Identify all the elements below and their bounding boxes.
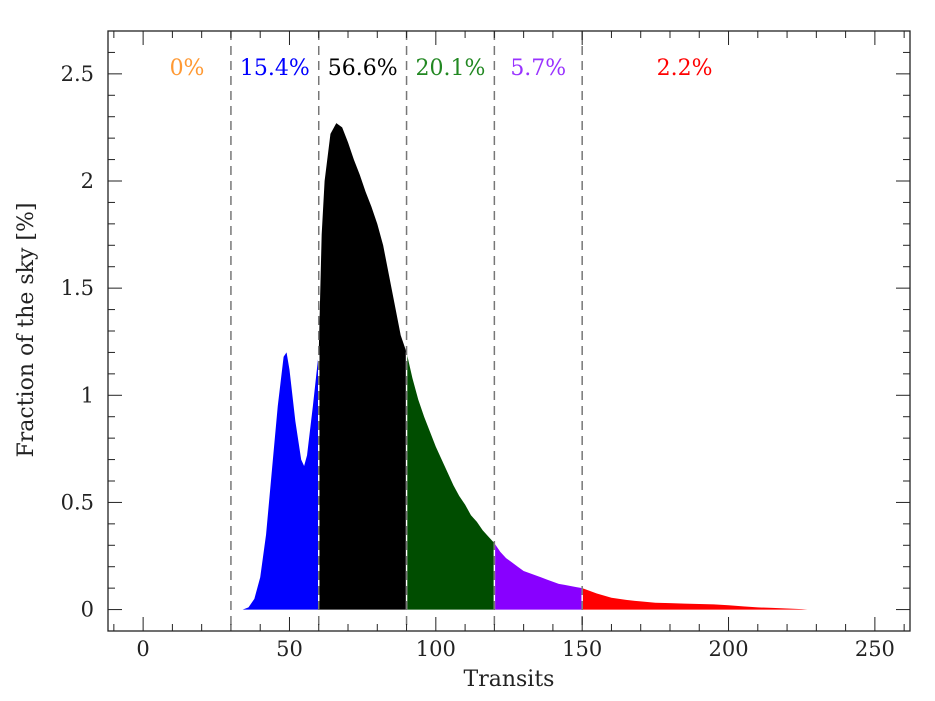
bin-label-2: 56.6%	[328, 56, 398, 81]
area-bin-3	[406, 352, 495, 610]
bin-label-0: 0%	[170, 56, 205, 81]
y-tick-label: 0	[81, 598, 94, 622]
y-tick-label: 1.5	[61, 276, 94, 300]
y-tick-label: 2.5	[61, 62, 94, 86]
y-tick-label: 0.5	[61, 490, 94, 514]
x-tick-label: 0	[136, 637, 149, 661]
tick-labels: 0 50 100 150 200 250 0 0.5 1 1.5 2 2.5	[61, 62, 895, 661]
bin-label-1: 15.4%	[240, 56, 310, 81]
x-axis-label: Transits	[464, 667, 555, 692]
bin-label-5: 2.2%	[657, 56, 713, 81]
x-tick-label: 50	[276, 637, 303, 661]
x-tick-label: 200	[708, 637, 748, 661]
area-bin-4	[494, 543, 583, 610]
bin-label-4: 5.7%	[510, 56, 566, 81]
area-fills	[242, 123, 808, 610]
y-axis-label: Fraction of the sky [%]	[14, 202, 39, 457]
x-tick-label: 150	[562, 637, 602, 661]
axis-ticks	[108, 30, 910, 632]
plot-frame	[107, 30, 911, 632]
bin-boundaries	[230, 31, 583, 631]
plot-border	[107, 30, 911, 632]
area-bin-2	[318, 123, 407, 610]
x-tick-label: 100	[416, 637, 456, 661]
area-bin-1	[242, 352, 319, 610]
y-tick-label: 1	[81, 383, 94, 407]
y-tick-label: 2	[81, 169, 94, 193]
x-tick-label: 250	[855, 637, 895, 661]
bin-percent-labels: 0% 15.4% 56.6% 20.1% 5.7% 2.2%	[170, 56, 713, 81]
bin-label-3: 20.1%	[416, 56, 486, 81]
area-bin-5	[582, 588, 808, 610]
